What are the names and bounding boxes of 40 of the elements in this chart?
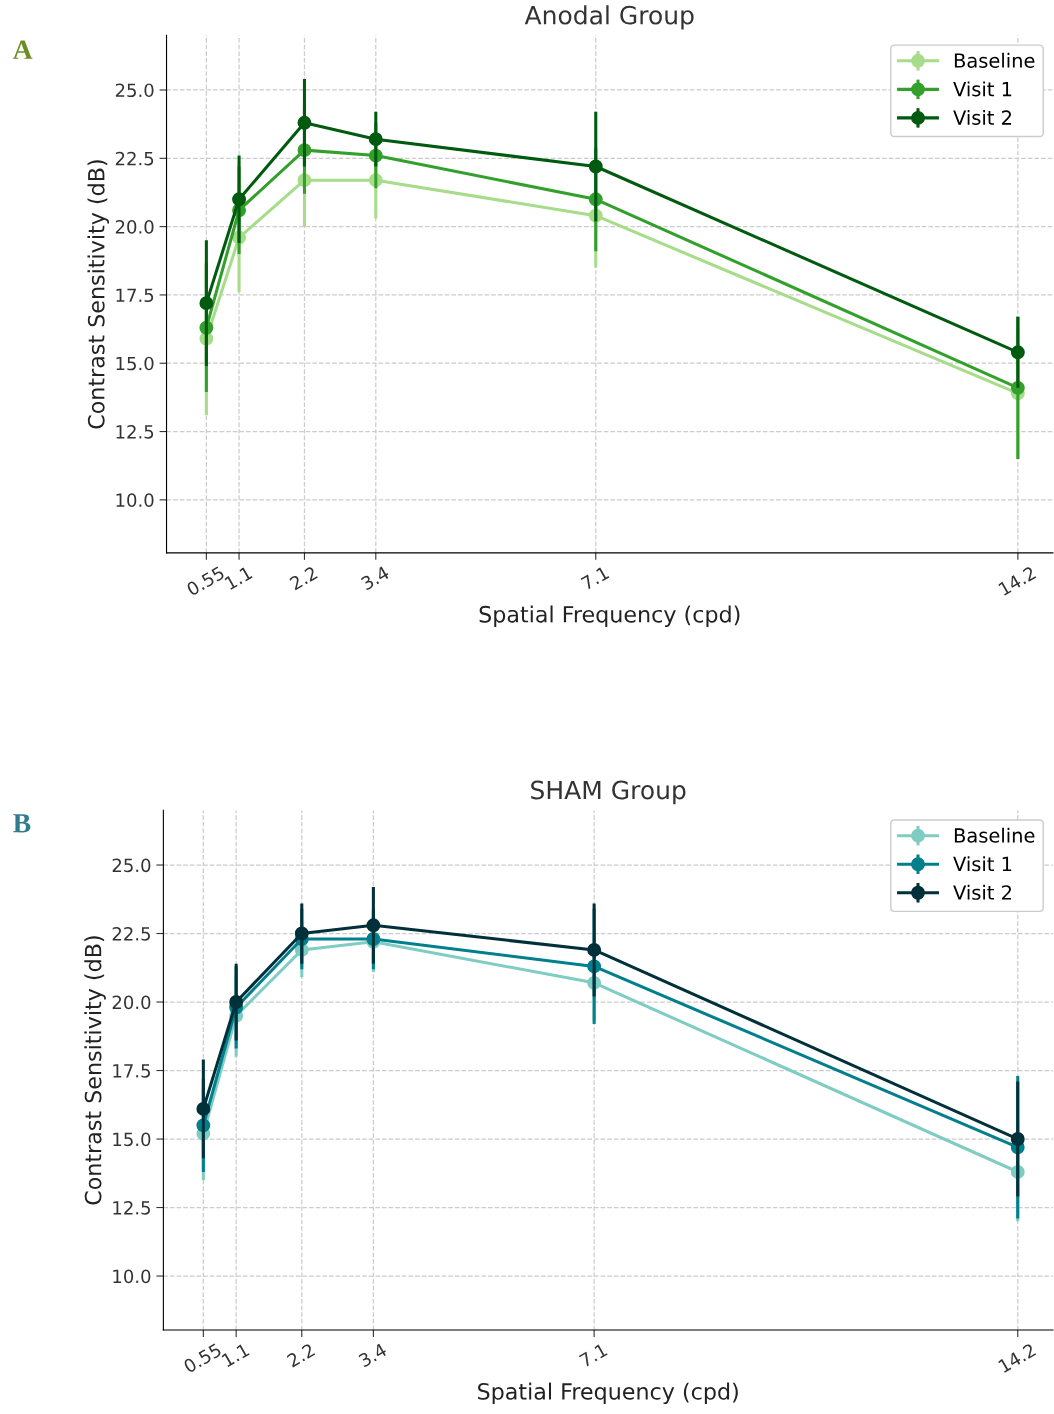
chart-title: Anodal Group xyxy=(524,5,694,30)
y-tick-label: 25.0 xyxy=(112,858,151,873)
y-tick-label: 17.5 xyxy=(113,1064,150,1078)
legend-label: Visit 1 xyxy=(953,856,1012,872)
y-tick-label: 15.0 xyxy=(113,1132,151,1147)
legend-label: Baseline xyxy=(954,52,1035,68)
x-tick-label: 1.1 xyxy=(224,565,253,590)
x-tick-label: 14.2 xyxy=(997,1342,1037,1373)
x-tick-label: 7.1 xyxy=(578,1343,608,1368)
x-tick-label: 7.1 xyxy=(580,565,610,591)
legend-label: Visit 2 xyxy=(953,109,1012,125)
y-tick-label: 20.0 xyxy=(115,220,154,234)
x-tick-label: 2.2 xyxy=(288,565,318,591)
text: A xyxy=(12,40,33,59)
x-tick-label: 3.4 xyxy=(360,565,390,591)
legend-label: Visit 2 xyxy=(953,884,1012,900)
y-tick-label: 20.0 xyxy=(112,995,151,1010)
y-axis-title: Contrast Sensitivity (dB) xyxy=(87,160,109,429)
x-tick-label: 3.4 xyxy=(357,1342,388,1368)
y-tick-label: 22.5 xyxy=(115,151,154,166)
y-tick-label: 10.0 xyxy=(116,493,154,507)
y-tick-label: 22.5 xyxy=(112,926,150,941)
x-axis-title: Spatial Frequency (cpd) xyxy=(479,605,740,627)
x-tick-label: 14.2 xyxy=(997,565,1037,596)
legend-label: Baseline xyxy=(954,827,1035,843)
x-axis-title: Spatial Frequency (cpd) xyxy=(478,1382,738,1405)
x-tick-label: 1.1 xyxy=(221,1343,250,1368)
y-axis-title: Contrast Sensitivity (dB) xyxy=(84,936,106,1205)
legend-label: Visit 1 xyxy=(953,81,1012,97)
y-tick-label: 12.5 xyxy=(113,1200,150,1215)
y-tick-label: 15.0 xyxy=(116,356,154,371)
y-tick-label: 10.0 xyxy=(113,1269,151,1284)
y-tick-label: 12.5 xyxy=(116,425,154,439)
chart-title: SHAM Group xyxy=(531,780,686,805)
y-tick-label: 17.5 xyxy=(116,288,154,303)
text: B xyxy=(13,814,31,833)
x-tick-label: 0.55 xyxy=(185,565,226,597)
x-tick-label: 2.2 xyxy=(286,1342,316,1368)
x-tick-label: 0.55 xyxy=(182,1342,223,1374)
y-tick-label: 25.0 xyxy=(115,83,154,98)
